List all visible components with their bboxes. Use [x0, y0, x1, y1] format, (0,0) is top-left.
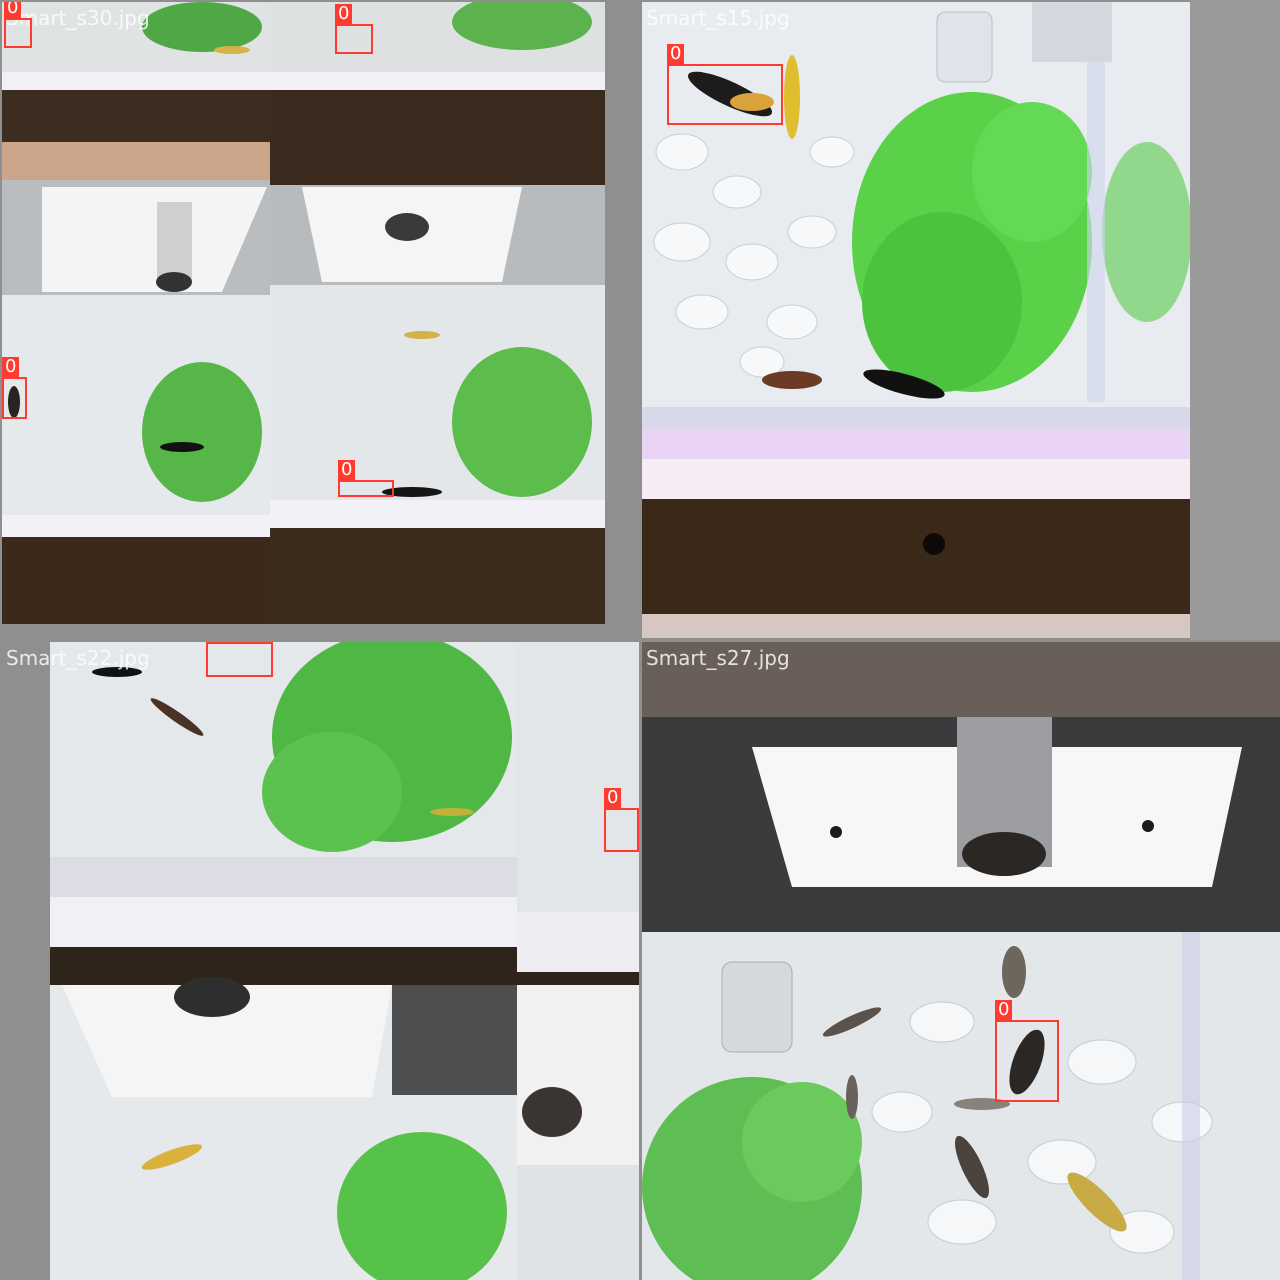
image-filename: Smart_s15.jpg [646, 6, 790, 30]
aquarium-photo-collage [2, 2, 605, 624]
image-filename: Smart_s22.jpg [6, 646, 150, 670]
grid-gap-right [1190, 0, 1280, 640]
detection-box: 0 [335, 4, 373, 54]
detection-label: 0 [2, 357, 20, 377]
mosaic-tile-3: Smart_s22.jpg 0 0 [2, 642, 639, 1280]
detection-box: 0 [206, 642, 273, 677]
mosaic-tile-4: Smart_s27.jpg 0 [642, 642, 1280, 1280]
detection-box: 0 [4, 2, 32, 48]
detection-box: 0 [338, 460, 394, 497]
aquarium-photo [642, 2, 1190, 638]
detection-label: 0 [995, 1000, 1013, 1020]
image-filename: Smart_s27.jpg [646, 646, 790, 670]
aquarium-photo-collage [50, 642, 639, 1280]
detection-box: 0 [604, 788, 639, 852]
detection-label: 0 [338, 460, 356, 480]
aquarium-photo [642, 642, 1280, 1280]
detection-box: 0 [2, 357, 27, 419]
mosaic-tile-2: Smart_s15.jpg 0 [642, 2, 1190, 638]
detection-label: 0 [4, 2, 22, 18]
detection-label: 0 [335, 4, 353, 24]
detection-label: 0 [667, 44, 685, 64]
detection-label: 0 [604, 788, 622, 808]
detection-box: 0 [667, 44, 783, 125]
mosaic-tile-1: Smart_s30.jpg 0 0 0 0 [2, 2, 605, 624]
detection-box: 0 [995, 1000, 1059, 1102]
